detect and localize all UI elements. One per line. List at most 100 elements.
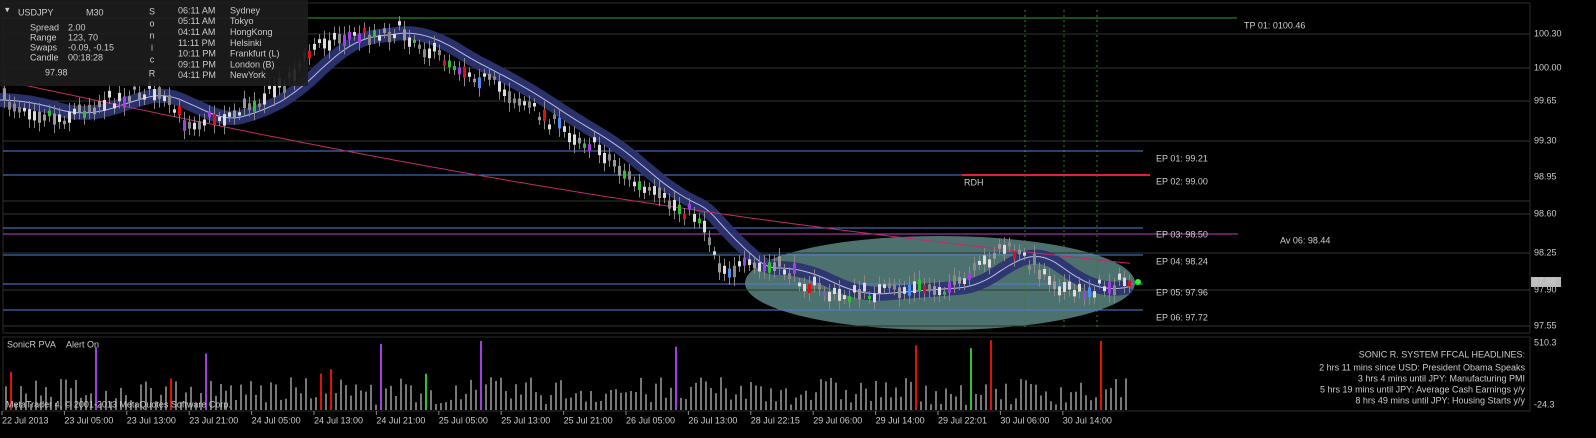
volume-bar <box>755 385 757 410</box>
candle-body <box>358 33 361 43</box>
volume-bar <box>105 390 107 410</box>
candle-body <box>1078 283 1081 292</box>
candle-body <box>913 281 916 294</box>
indicator-axis-top: 510.3 <box>1534 337 1557 347</box>
volume-bar <box>1045 391 1047 410</box>
indicator-axis-bottom: -24.3 <box>1534 399 1555 409</box>
candle-body <box>363 27 366 34</box>
volume-bar <box>270 382 272 410</box>
candle-body <box>373 30 376 38</box>
volume-bar <box>1110 388 1112 410</box>
time-label: 28 Jul 22:15 <box>751 415 800 425</box>
candle-body <box>88 104 91 113</box>
volume-bar <box>830 378 832 410</box>
candle-body <box>863 282 866 292</box>
timeframe: M30 <box>86 7 104 17</box>
candle-body <box>788 273 791 280</box>
current-price-box <box>1531 277 1561 287</box>
candle-body <box>108 90 111 98</box>
volume-bar <box>950 393 952 410</box>
info-value: 2.00 <box>68 22 86 32</box>
volume-bar <box>160 394 162 410</box>
volume-bar <box>795 397 797 410</box>
sonic-letter: S <box>149 6 155 16</box>
candle-body <box>448 60 451 68</box>
volume-bar <box>520 394 522 410</box>
candle-body <box>528 101 531 108</box>
candle-body <box>508 91 511 103</box>
headline: 8 hrs 49 mins until JPY: Housing Starts … <box>1355 395 1525 405</box>
candle-body <box>228 112 231 117</box>
time-label: 29 Jul 14:00 <box>876 415 925 425</box>
volume-bar <box>970 348 972 410</box>
volume-bar <box>155 401 157 410</box>
candle-body <box>988 259 991 268</box>
price-tick: 100.00 <box>1534 62 1562 72</box>
volume-bar <box>985 384 987 410</box>
volume-bar <box>595 401 597 410</box>
volume-bar <box>410 385 412 410</box>
volume-bar <box>445 402 447 410</box>
info-label: Spread <box>30 22 59 32</box>
headline: 5 hrs 19 mins until JPY: Average Cash Ea… <box>1320 384 1525 394</box>
volume-bar <box>5 386 7 410</box>
candle-body <box>68 111 71 123</box>
volume-bar <box>1090 400 1092 410</box>
volume-bar <box>220 383 222 410</box>
volume-bar <box>640 377 642 410</box>
volume-bar <box>15 403 17 410</box>
candle-body <box>403 29 406 41</box>
candle-body <box>158 87 161 99</box>
info-value: 123, 70 <box>68 32 98 42</box>
headline: 3 hrs 4 mins until JPY: Manufacturing PM… <box>1358 373 1525 383</box>
volume-bar <box>815 392 817 410</box>
volume-bar <box>200 393 202 410</box>
volume-bar <box>750 382 752 410</box>
volume-bar <box>690 387 692 410</box>
volume-bar <box>745 398 747 410</box>
session-city: London (B) <box>230 59 275 69</box>
candle-body <box>733 265 736 278</box>
volume-bar <box>260 385 262 410</box>
volume-bar <box>165 386 167 410</box>
candle-body <box>553 114 556 120</box>
candle-body <box>563 126 566 132</box>
candle-body <box>513 98 516 104</box>
volume-bar <box>960 385 962 410</box>
volume-bar <box>660 377 662 410</box>
candle-body <box>198 121 201 130</box>
volume-bar <box>930 404 932 410</box>
volume-bar <box>20 386 22 410</box>
volume-bar <box>670 387 672 410</box>
price-tick: 99.30 <box>1534 135 1557 145</box>
candle-body <box>93 107 96 115</box>
watermark: MetaTrader 4, © 2001-2013 MetaQuotes Sof… <box>6 399 231 409</box>
candle-body <box>1003 244 1006 254</box>
volume-bar <box>340 379 342 410</box>
candle-body <box>433 42 436 52</box>
volume-bar <box>575 393 577 410</box>
volume-bar <box>475 389 477 410</box>
candle-body <box>613 160 616 167</box>
candle-body <box>703 220 706 233</box>
volume-bar <box>280 399 282 410</box>
volume-bar <box>1100 340 1102 410</box>
candle-body <box>1038 269 1041 280</box>
time-label: 23 Jul 05:00 <box>64 415 113 425</box>
volume-bar <box>955 396 957 410</box>
session-time: 04:11 AM <box>178 27 215 37</box>
candle-body <box>413 39 416 43</box>
volume-bar <box>295 387 297 410</box>
volume-bar <box>885 382 887 410</box>
candle-body <box>868 295 871 299</box>
volume-bar <box>510 398 512 410</box>
candle-body <box>463 66 466 78</box>
ma-slow <box>0 79 1131 264</box>
candle-body <box>1018 249 1021 255</box>
volume-bar <box>75 379 77 410</box>
time-label: 24 Jul 13:00 <box>314 415 363 425</box>
level-label: EP 01: 99.21 <box>1156 153 1208 163</box>
volume-bar <box>980 394 982 410</box>
candle-body <box>468 72 471 77</box>
candle-body <box>673 199 676 211</box>
